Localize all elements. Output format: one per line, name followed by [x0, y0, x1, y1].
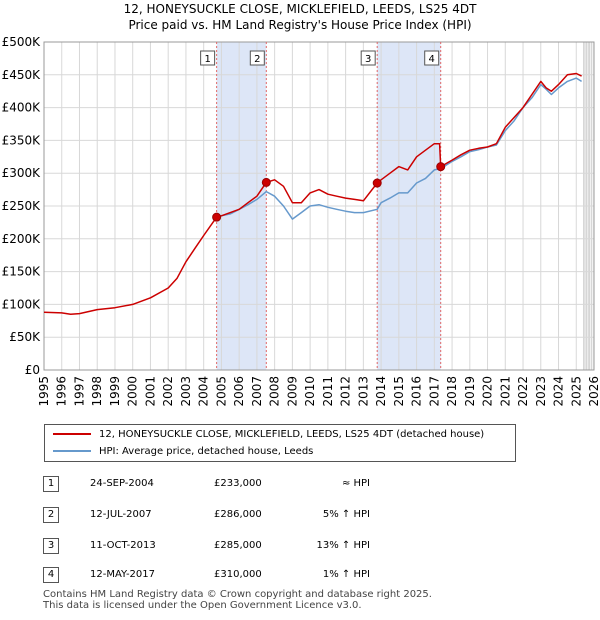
x-tick-label: 2020	[481, 376, 495, 407]
footer: Contains HM Land Registry data © Crown c…	[43, 589, 432, 611]
hpi-line-icon	[53, 450, 91, 452]
x-tick-label: 2012	[339, 376, 353, 407]
x-tick-label: 2001	[143, 376, 157, 407]
legend: 12, HONEYSUCKLE CLOSE, MICKLEFIELD, LEED…	[44, 424, 516, 462]
transaction-date: 24-SEP-2004	[90, 478, 154, 489]
property-line-icon	[53, 433, 91, 435]
x-tick-label: 2008	[268, 376, 282, 407]
transaction-price: £233,000	[214, 478, 262, 489]
marker-label-box	[200, 50, 216, 66]
y-tick-label: £0	[25, 363, 40, 377]
x-tick-label: 2015	[392, 376, 406, 407]
transaction-number: 2	[43, 507, 59, 523]
x-tick-label: 2018	[445, 376, 459, 407]
x-tick-label: 2002	[161, 376, 175, 407]
x-tick-label: 2005	[214, 376, 228, 407]
property-price-line	[43, 72, 582, 315]
chart-title-line1: 12, HONEYSUCKLE CLOSE, MICKLEFIELD, LEED…	[123, 2, 477, 16]
x-tick-label: 2017	[427, 376, 441, 407]
x-tick-label: 2019	[463, 376, 477, 407]
y-tick-label: £350K	[2, 133, 42, 147]
x-tick-label: 1998	[90, 376, 104, 407]
transaction-price: £285,000	[214, 540, 262, 551]
footer-copyright: Contains HM Land Registry data © Crown c…	[43, 589, 432, 600]
transaction-number: 4	[43, 567, 59, 583]
sale-point	[261, 177, 271, 187]
legend-hpi-label: HPI: Average price, detached house, Leed…	[99, 446, 314, 457]
x-tick-label: 1995	[37, 376, 51, 407]
x-tick-label: 2026	[587, 376, 600, 407]
transaction-hpi: 5% ↑ HPI	[322, 509, 370, 520]
x-tick-label: 2010	[303, 376, 317, 407]
x-tick-label: 2016	[410, 376, 424, 407]
marker-label: 2	[254, 54, 260, 65]
marker-label: 1	[204, 54, 210, 65]
sale-point	[212, 212, 222, 222]
y-tick-label: £200K	[2, 232, 42, 246]
transaction-number: 3	[43, 538, 59, 554]
marker-label-box	[360, 50, 376, 66]
x-tick-label: 1999	[108, 376, 122, 407]
legend-property-label: 12, HONEYSUCKLE CLOSE, MICKLEFIELD, LEED…	[99, 429, 485, 440]
x-tick-label: 2025	[569, 376, 583, 407]
y-tick-label: £250K	[2, 199, 42, 213]
x-tick-label: 1996	[55, 376, 69, 407]
x-tick-label: 2014	[374, 376, 388, 407]
transaction-date: 12-MAY-2017	[90, 569, 156, 580]
x-tick-label: 2022	[516, 376, 530, 407]
transaction-hpi: ≈ HPI	[341, 478, 370, 489]
transaction-date: 11-OCT-2013	[90, 540, 156, 551]
sale-point	[436, 162, 446, 172]
transaction-hpi: 13% ↑ HPI	[316, 540, 370, 551]
transaction-hpi: 1% ↑ HPI	[322, 569, 370, 580]
x-tick-label: 2004	[197, 376, 211, 407]
x-tick-label: 1997	[72, 376, 86, 407]
x-tick-label: 2006	[232, 376, 246, 407]
x-tick-label: 2011	[321, 376, 335, 407]
y-tick-label: £150K	[2, 265, 42, 279]
transaction-price: £310,000	[214, 569, 262, 580]
x-tick-label: 2013	[356, 376, 370, 407]
x-tick-label: 2024	[552, 376, 566, 407]
chart-title-line2: Price paid vs. HM Land Registry's House …	[128, 18, 472, 32]
x-tick-label: 2007	[250, 376, 264, 407]
y-tick-label: £100K	[2, 297, 42, 311]
x-tick-label: 2000	[126, 376, 140, 407]
legend-item-hpi: HPI: Average price, detached house, Leed…	[53, 444, 313, 460]
y-tick-label: £500K	[2, 35, 42, 49]
marker-label-box	[249, 50, 265, 66]
y-tick-label: £300K	[2, 166, 42, 180]
price-chart: £0 £50K £100K £150K £200K £250K £300K £350K £400…	[2, 35, 600, 407]
plot-frame	[43, 41, 595, 371]
y-tick-label: £450K	[2, 68, 42, 82]
sale-point	[372, 178, 382, 188]
transaction-number: 1	[43, 476, 59, 492]
y-tick-label: £400K	[2, 101, 42, 115]
transaction-price: £286,000	[214, 509, 262, 520]
hpi-line	[216, 77, 582, 220]
marker-label: 3	[365, 54, 371, 65]
x-tick-label: 2021	[498, 376, 512, 407]
marker-label: 4	[429, 54, 435, 65]
transaction-date: 12-JUL-2007	[90, 509, 152, 520]
x-tick-label: 2023	[534, 376, 548, 407]
legend-item-property: 12, HONEYSUCKLE CLOSE, MICKLEFIELD, LEED…	[53, 427, 484, 443]
footer-licence: This data is licensed under the Open Gov…	[43, 600, 362, 611]
y-tick-label: £50K	[9, 330, 41, 344]
marker-label-box	[424, 50, 440, 66]
x-tick-label: 2009	[285, 376, 299, 407]
x-tick-label: 2003	[179, 376, 193, 407]
